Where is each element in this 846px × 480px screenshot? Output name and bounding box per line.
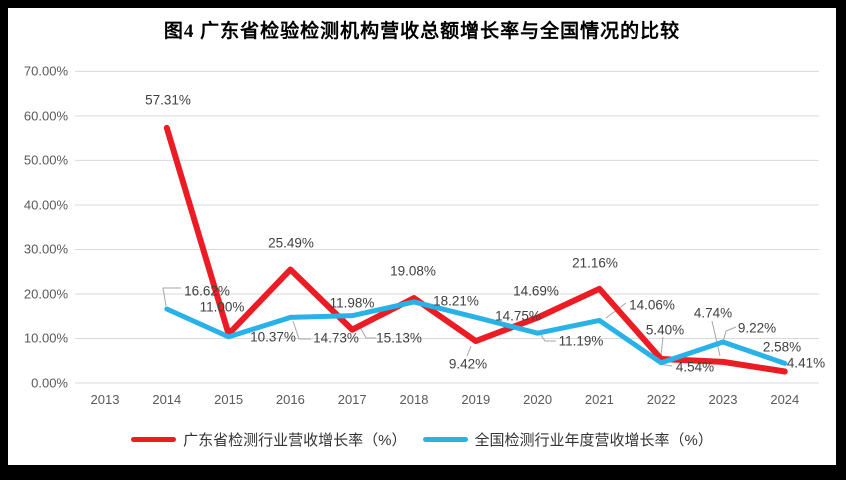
x-axis-tick-label: 2013 [90,392,120,407]
y-axis-tick-label: 40.00% [23,197,68,213]
data-label-2020-guangdong: 14.69% [513,283,559,299]
data-label-2017-guangdong: 11.98% [329,295,375,311]
data-label-2014-guangdong: 57.31% [145,92,191,108]
data-label-2018-guangdong: 19.08% [390,263,436,279]
x-axis-tick-label: 2014 [152,392,182,407]
data-label-2017-national: 15.13% [376,330,422,346]
x-axis-tick-label: 2022 [646,392,676,407]
data-label-2024-guangdong: 2.58% [762,339,802,355]
y-axis-tick-label: 70.00% [23,63,68,79]
legend-line-marker-guangdong [131,437,177,442]
x-axis-tick-label: 2019 [461,392,491,407]
data-label-2016-national: 14.73% [313,330,359,346]
data-label-2015-national: 10.37% [250,329,296,345]
x-axis-tick-label: 2018 [399,392,429,407]
x-axis-tick-label: 2021 [584,392,614,407]
x-axis-tick-label: 2015 [214,392,244,407]
y-axis-tick-label: 30.00% [23,241,68,257]
legend-item-national: 全国检测行业年度营收增长率（%） [422,429,713,450]
data-label-2020-national: 11.19% [558,333,604,349]
data-label-2021-national: 14.06% [629,297,675,313]
data-label-2021-guangdong: 21.16% [572,255,618,271]
y-axis-tick-label: 20.00% [23,286,68,302]
data-label-2019-guangdong: 9.42% [448,356,488,372]
x-axis-tick-label: 2024 [770,392,800,407]
y-axis-tick-label: 0.00% [31,375,68,391]
chart-title: 图4 广东省检验检测机构营收总额增长率与全国情况的比较 [163,21,681,42]
data-label-2024-national: 4.41% [786,355,826,371]
x-axis-tick-label: 2017 [337,392,367,407]
data-label-2019-national: 14.75% [495,308,541,324]
x-axis-tick-label: 2016 [275,392,305,407]
data-label-2014-national: 16.62% [184,283,230,299]
data-label-2022-national: 4.54% [675,359,715,375]
legend-item-guangdong: 广东省检测行业营收增长率（%） [131,429,407,450]
y-axis-tick-label: 60.00% [23,108,68,124]
x-axis-tick-label: 2023 [708,392,738,407]
data-label-2023-national: 9.22% [737,320,777,336]
legend: 广东省检测行业营收增长率（%） 全国检测行业年度营收增长率（%） [8,429,836,450]
data-label-2023-guangdong: 4.74% [693,305,733,321]
data-label-2022-guangdong: 5.40% [645,322,685,338]
x-axis-tick-label: 2020 [523,392,553,407]
data-label-2015-guangdong: 11.00% [199,299,245,315]
legend-line-marker-national [422,437,468,442]
data-label-2018-national: 18.21% [433,293,479,309]
y-axis-tick-label: 50.00% [23,152,68,168]
y-axis-tick-label: 10.00% [23,330,68,346]
data-label-2016-guangdong: 25.49% [268,235,314,251]
legend-label-guangdong: 广东省检测行业营收增长率（%） [183,432,407,449]
legend-label-national: 全国检测行业年度营收增长率（%） [474,432,713,449]
